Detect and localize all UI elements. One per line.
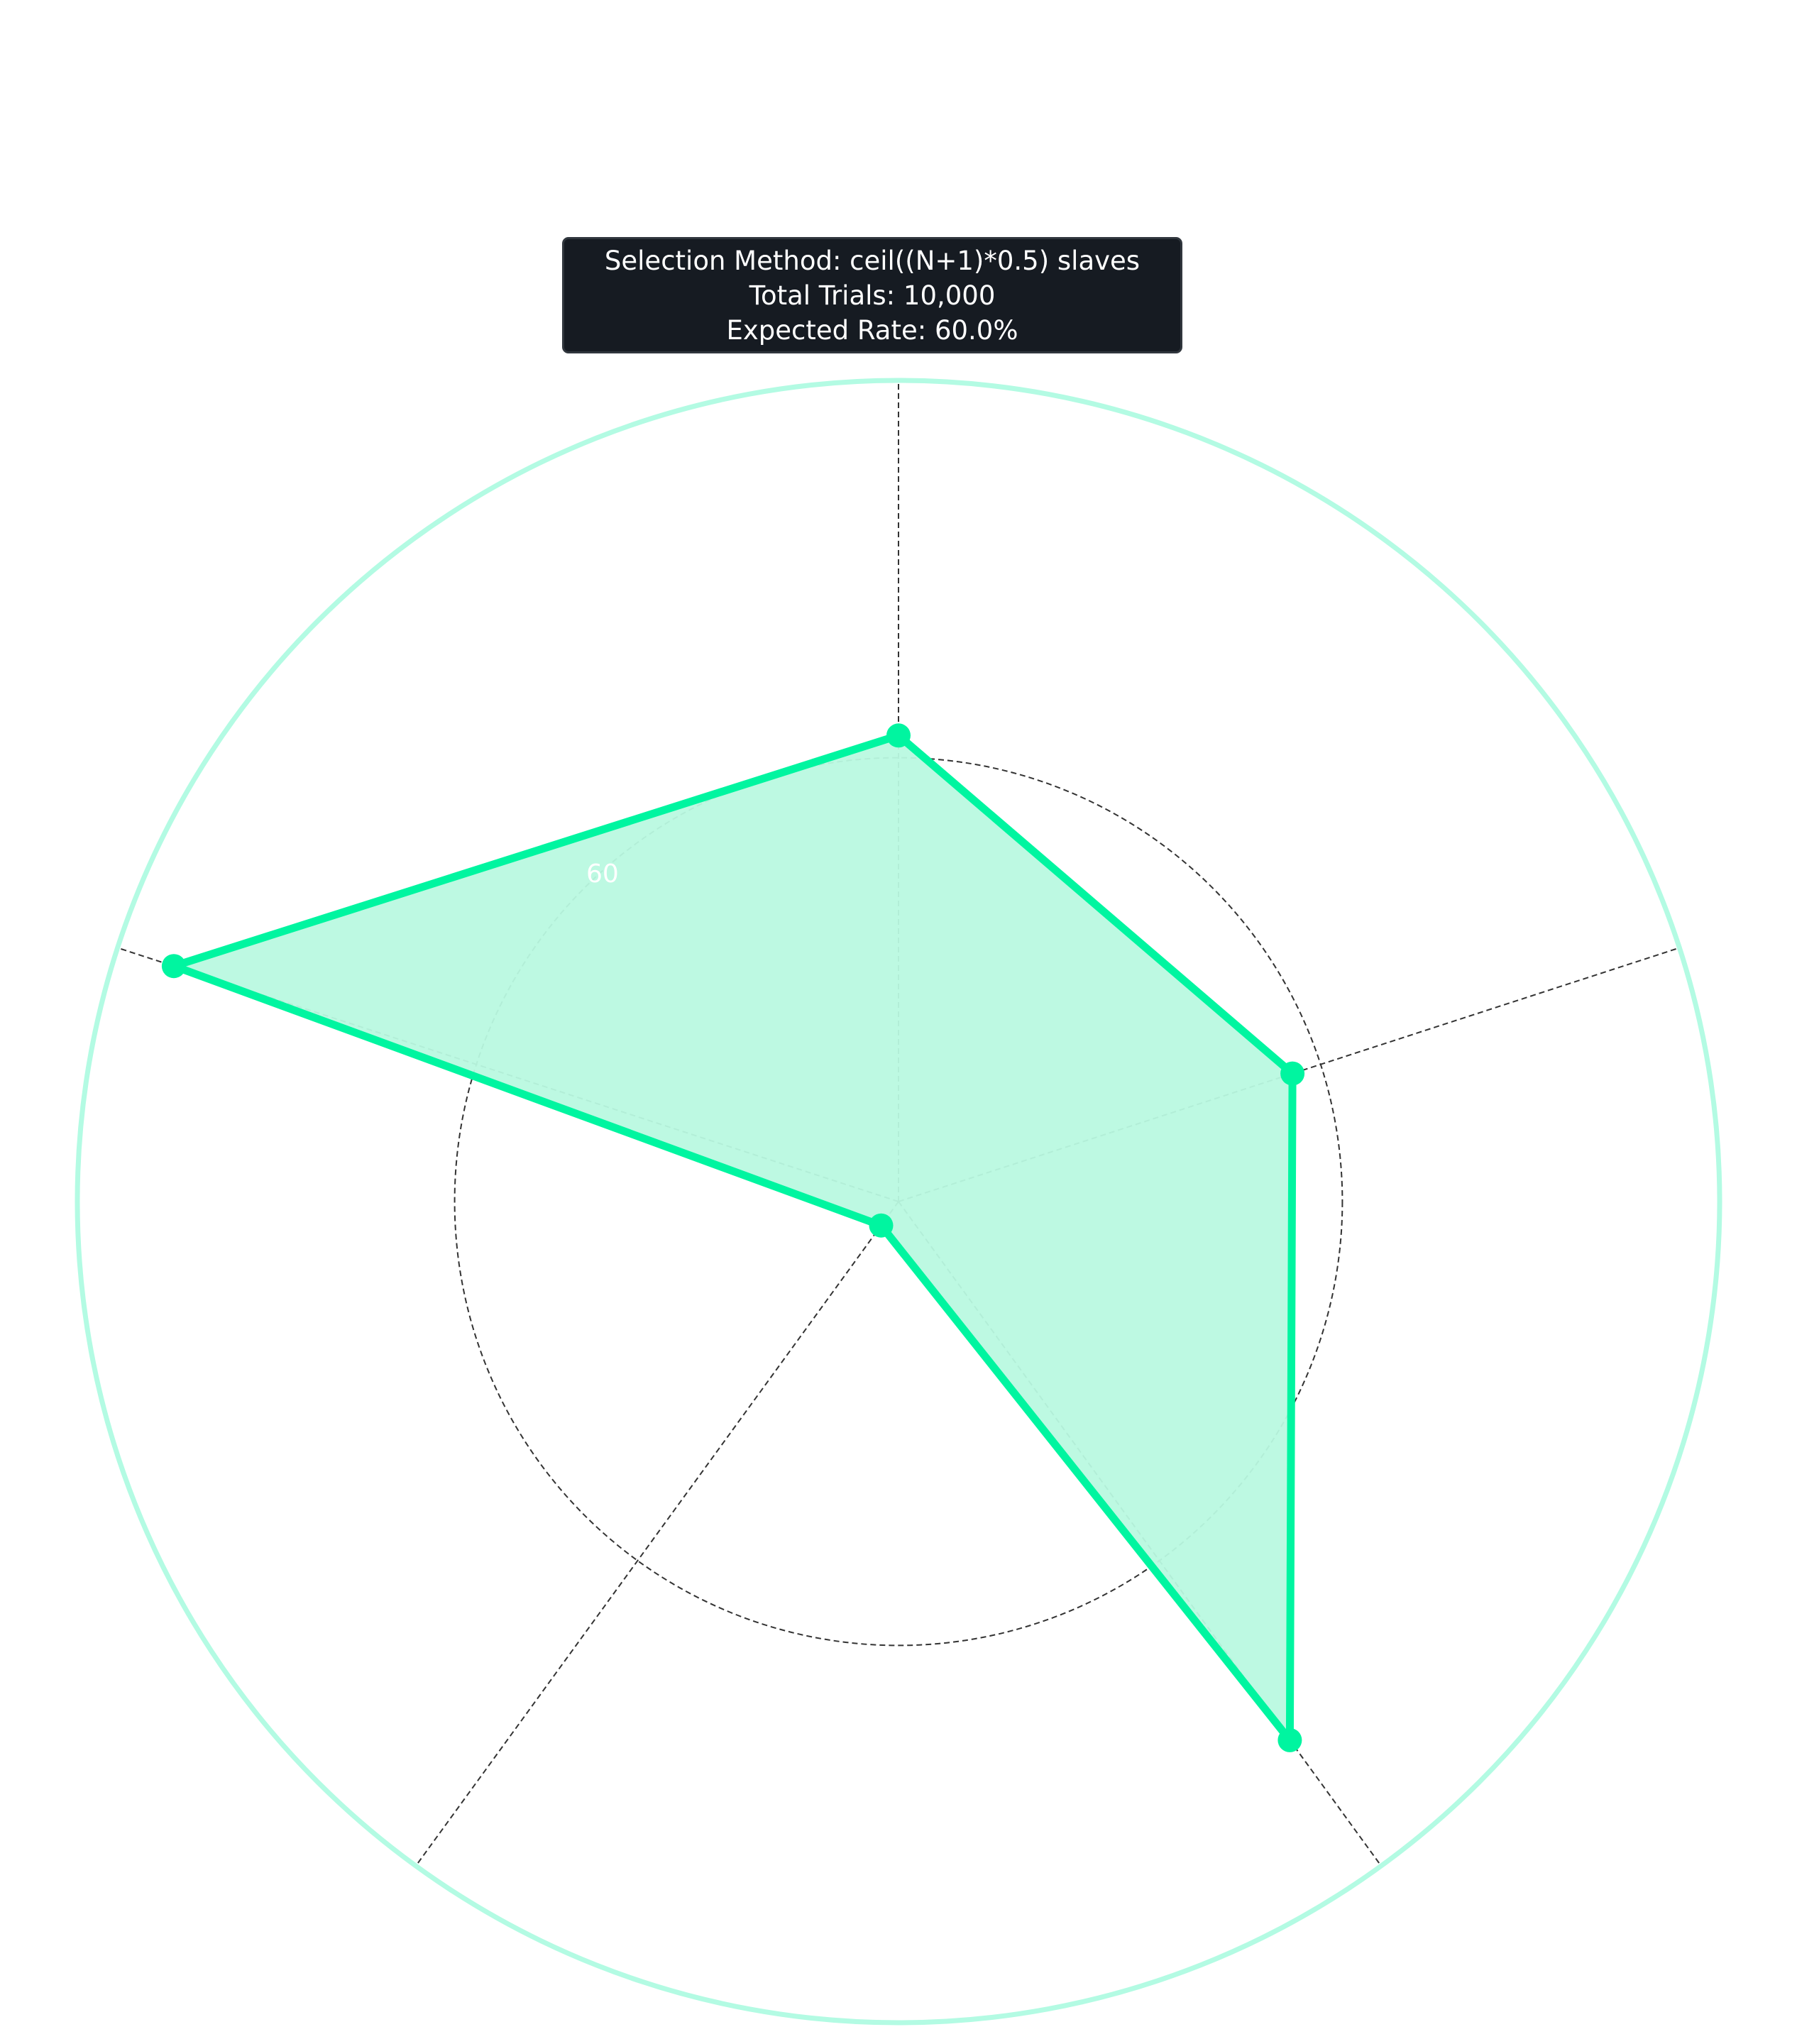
radar-series	[161, 723, 1305, 1752]
data-point-4	[869, 1213, 894, 1238]
series-area-fill	[173, 735, 1293, 1740]
data-point-3	[1277, 1727, 1302, 1752]
series-line	[161, 731, 1297, 1752]
info-box: Selection Method: ceil((N+1)*0.5) slaves…	[562, 237, 1182, 353]
data-point-5	[161, 954, 186, 979]
outer-ring	[75, 378, 1722, 2026]
info-selection-method: Selection Method: ceil((N+1)*0.5) slaves	[604, 246, 1141, 276]
grid-circle-1	[454, 757, 1343, 1647]
data-point-1	[886, 723, 911, 748]
info-total-trials: Total Trials: 10,000	[749, 280, 996, 311]
radial-tick-label: 60	[586, 859, 619, 889]
info-expected-rate: Expected Rate: 60.0%	[726, 315, 1018, 346]
data-point-2	[1280, 1061, 1305, 1086]
axis-spoke-4	[415, 1201, 899, 1867]
